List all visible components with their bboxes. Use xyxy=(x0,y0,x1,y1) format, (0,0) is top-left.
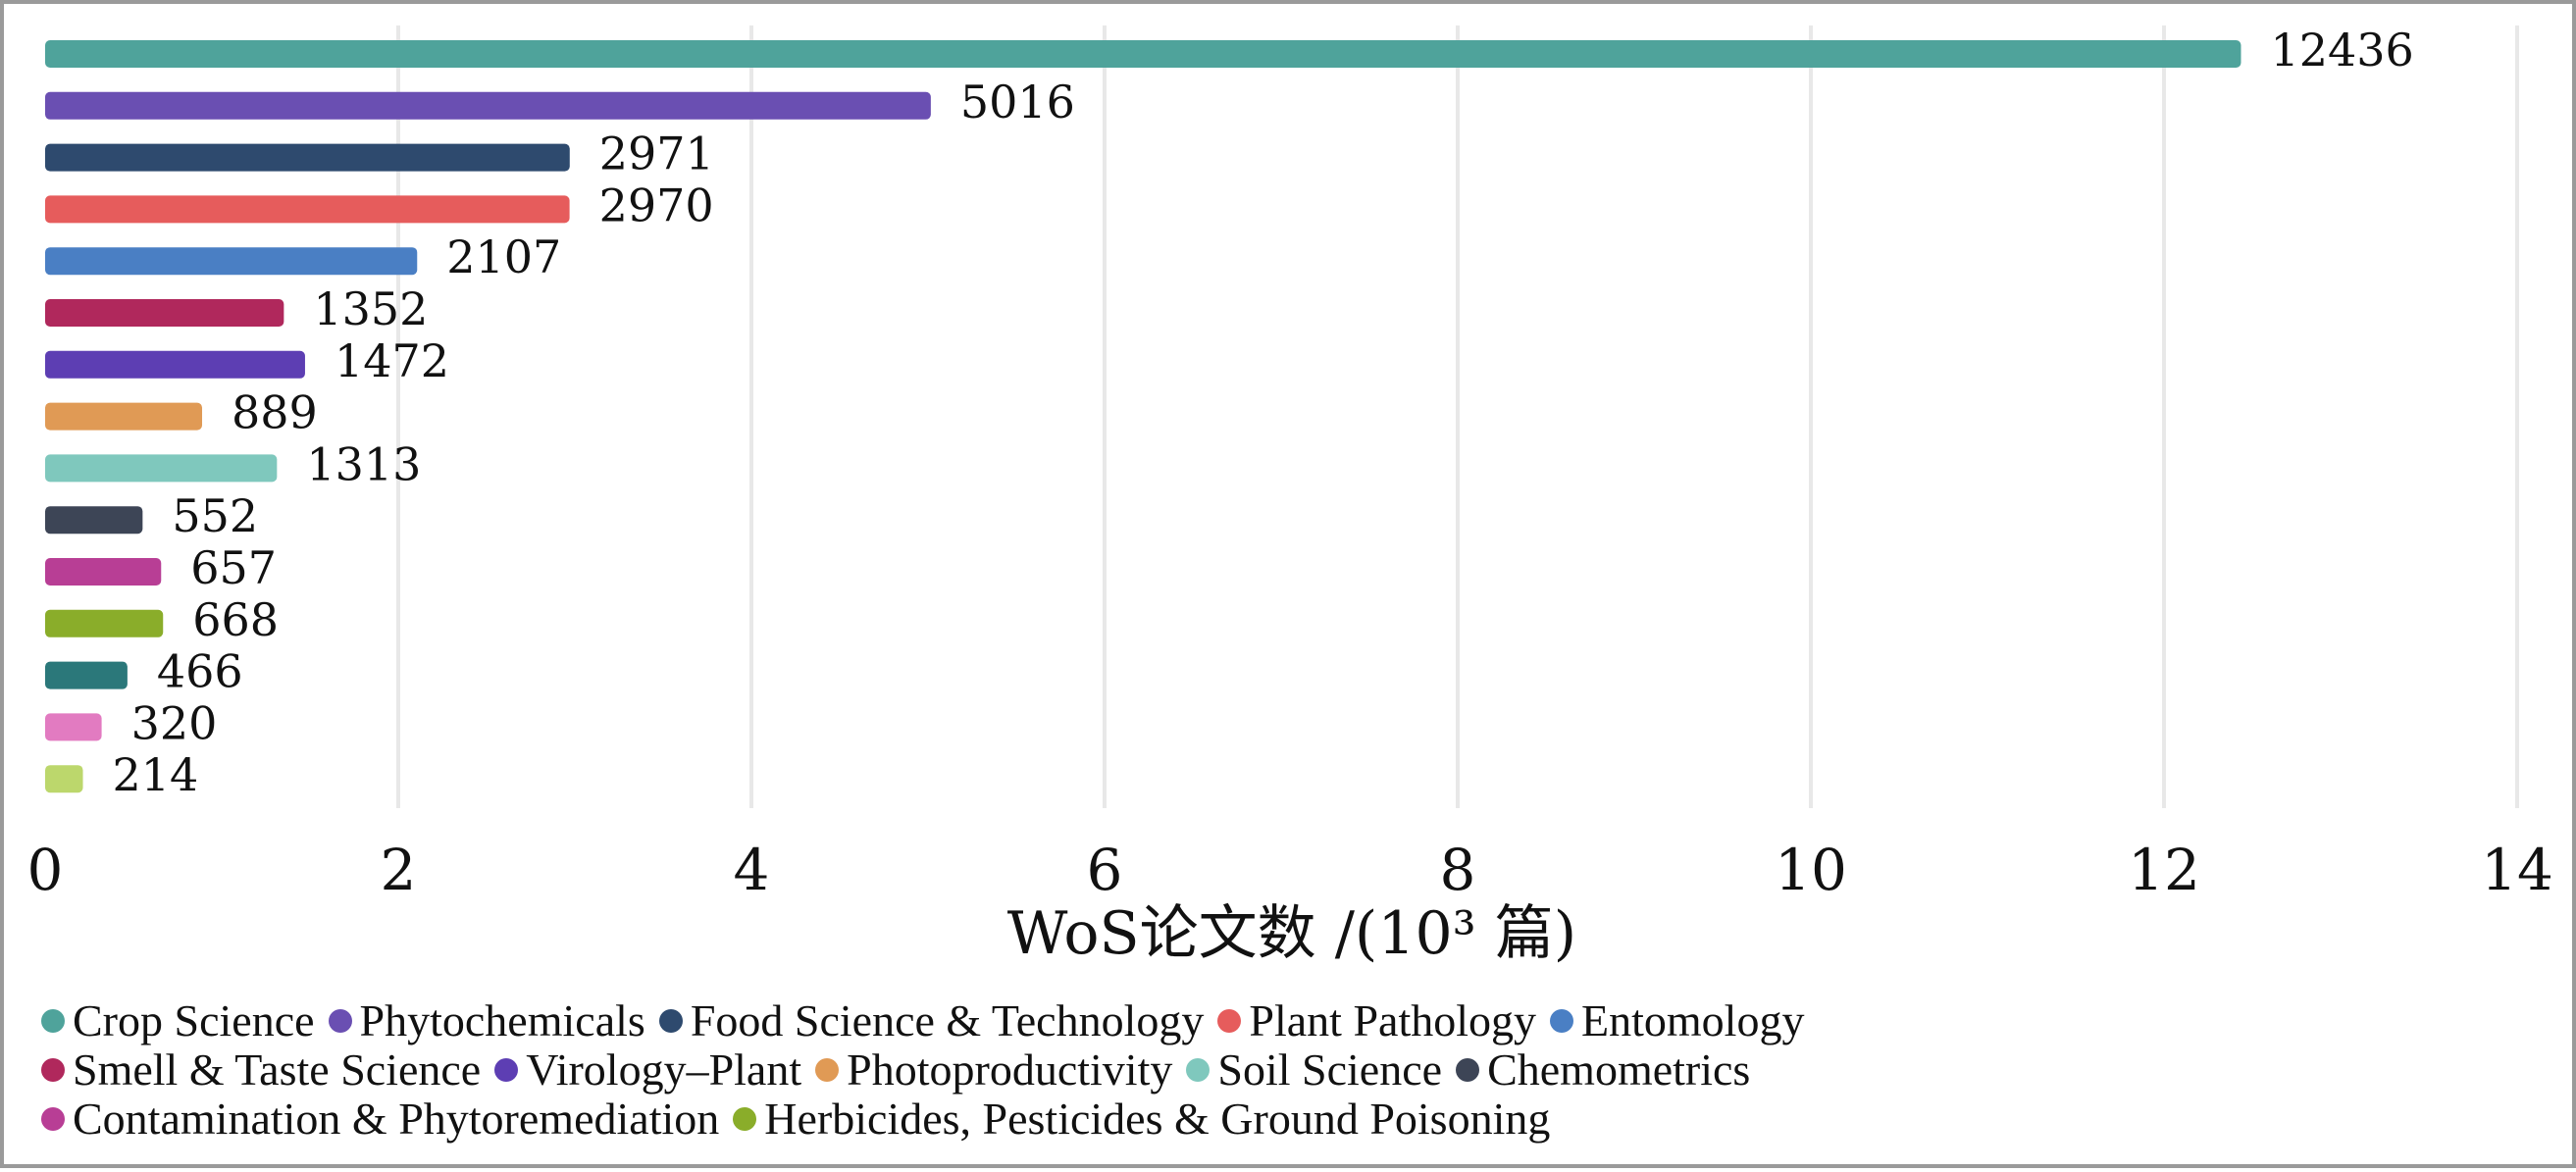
legend-swatch xyxy=(41,1009,65,1033)
bar-chart: 1243650162971297021071352147288913135526… xyxy=(27,24,2553,968)
bar-value-label: 466 xyxy=(157,645,243,698)
legend-item: Contamination & Phytoremediation xyxy=(41,1095,719,1144)
legend-swatch xyxy=(41,1058,65,1082)
legend-label: Phytochemicals xyxy=(359,995,645,1045)
bar xyxy=(45,299,284,327)
value-labels: 1243650162971297021071352147288913135526… xyxy=(113,24,2414,801)
x-tick-label: 2 xyxy=(381,837,417,903)
bar-value-label: 889 xyxy=(232,386,318,439)
legend-swatch xyxy=(41,1107,65,1131)
x-tick-label: 12 xyxy=(2128,837,2200,903)
bars xyxy=(45,40,2241,793)
bar xyxy=(45,247,418,276)
x-tick-label: 14 xyxy=(2481,837,2553,903)
legend-label: Virology–Plant xyxy=(526,1045,802,1095)
bar xyxy=(45,558,162,586)
bar-value-label: 657 xyxy=(190,541,277,594)
x-tick-label: 6 xyxy=(1087,837,1123,903)
bar xyxy=(45,765,83,793)
legend-item: Herbicides, Pesticides & Ground Poisonin… xyxy=(733,1095,1550,1144)
legend-item: Soil Science xyxy=(1186,1045,1442,1095)
bar-value-label: 1472 xyxy=(335,334,449,387)
bar-value-label: 214 xyxy=(113,748,199,801)
bar xyxy=(45,40,2241,68)
legend-row: Contamination & Phytoremediation Herbicid… xyxy=(41,1095,2552,1144)
bar xyxy=(45,454,278,483)
bar-value-label: 2107 xyxy=(446,230,561,283)
legend-label: Food Science & Technology xyxy=(690,995,1205,1045)
legend-label: Soil Science xyxy=(1217,1045,1443,1095)
legend-swatch xyxy=(328,1009,352,1033)
bar-value-label: 320 xyxy=(131,696,218,749)
bar-value-label: 668 xyxy=(192,593,279,646)
legend-swatch xyxy=(1217,1009,1242,1033)
x-tick-label: 10 xyxy=(1775,837,1847,903)
bar-value-label: 1313 xyxy=(306,437,421,490)
bar xyxy=(45,609,164,637)
x-tick-label: 0 xyxy=(27,837,64,903)
bar xyxy=(45,661,128,689)
bar-value-label: 2971 xyxy=(599,127,714,180)
legend-item: Photoproductivity xyxy=(815,1045,1172,1095)
x-axis-title: WoS论文数 /(10³ 篇) xyxy=(1007,899,1576,968)
bar xyxy=(45,350,305,379)
grid xyxy=(396,25,2519,808)
legend-item: Virology–Plant xyxy=(494,1045,801,1095)
bar xyxy=(45,506,143,535)
legend: Crop Science Phytochemicals Food Science &… xyxy=(41,996,2552,1144)
bar xyxy=(45,91,931,120)
legend-label: Chemometrics xyxy=(1487,1045,1751,1095)
bar-value-label: 2970 xyxy=(599,178,714,231)
x-tick-label: 4 xyxy=(734,837,770,903)
legend-label: Plant Pathology xyxy=(1249,995,1537,1045)
legend-swatch xyxy=(1550,1009,1574,1033)
bar-value-label: 1352 xyxy=(313,282,428,335)
legend-label: Contamination & Phytoremediation xyxy=(73,1094,720,1144)
legend-item: Chemometrics xyxy=(1456,1045,1750,1095)
legend-label: Herbicides, Pesticides & Ground Poisonin… xyxy=(764,1094,1551,1144)
legend-label: Crop Science xyxy=(73,995,315,1045)
legend-label: Smell & Taste Science xyxy=(73,1045,482,1095)
legend-row: Crop Science Phytochemicals Food Science &… xyxy=(41,996,2552,1045)
legend-row: Smell & Taste Science Virology–Plant Photo… xyxy=(41,1045,2552,1095)
legend-item: Phytochemicals xyxy=(328,995,645,1045)
legend-item: Plant Pathology xyxy=(1217,996,1536,1045)
legend-swatch xyxy=(658,1009,683,1033)
legend-item: Crop Science xyxy=(41,996,315,1045)
legend-label: Entomology xyxy=(1581,995,1805,1045)
bar xyxy=(45,195,570,224)
legend-item: Entomology xyxy=(1550,996,1804,1045)
legend-item: Smell & Taste Science xyxy=(41,1045,481,1095)
legend-label: Photoproductivity xyxy=(847,1045,1173,1095)
bar xyxy=(45,713,102,741)
legend-swatch xyxy=(494,1058,519,1082)
legend-swatch xyxy=(815,1058,840,1082)
legend-swatch xyxy=(1456,1058,1480,1082)
bar xyxy=(45,143,570,172)
x-tick-labels: 0 2 4 6 8 10 12 14 xyxy=(27,837,2553,903)
bar-value-label: 552 xyxy=(172,489,258,542)
legend-swatch xyxy=(1186,1058,1211,1082)
legend-swatch xyxy=(733,1107,757,1131)
bar xyxy=(45,402,203,431)
bar-value-label: 12436 xyxy=(2270,24,2413,76)
bar-value-label: 5016 xyxy=(960,76,1075,128)
x-tick-label: 8 xyxy=(1440,837,1476,903)
legend-item: Food Science & Technology xyxy=(658,995,1205,1045)
